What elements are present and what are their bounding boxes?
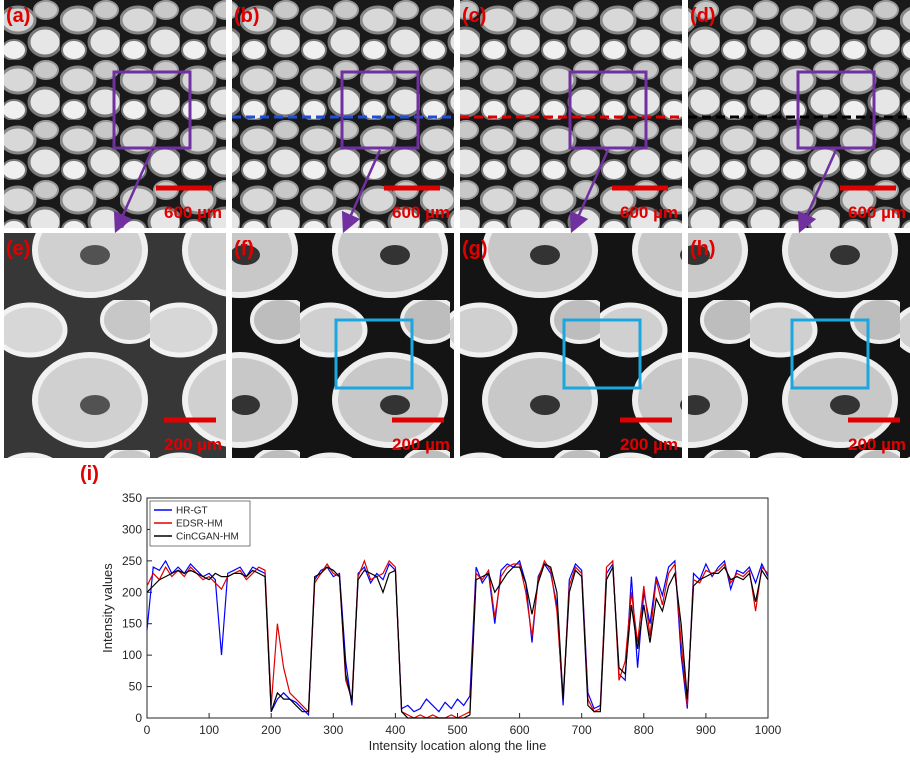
legend-label: EDSR-HM <box>176 519 223 530</box>
scale-label: 600 µm <box>392 203 450 222</box>
image <box>460 233 682 458</box>
roi-box <box>562 318 642 390</box>
scale-label: 200 µm <box>392 435 450 454</box>
y-tick-label: 50 <box>129 680 143 694</box>
arrow <box>113 149 154 234</box>
panel-label: (c) <box>462 5 486 27</box>
x-tick-label: 0 <box>144 723 151 737</box>
arrow <box>569 149 610 234</box>
series-line <box>146 563 769 719</box>
arrow <box>797 149 838 234</box>
y-tick-label: 150 <box>122 617 142 631</box>
y-axis-label: Intensity values <box>100 563 115 653</box>
series-line <box>146 559 769 717</box>
x-tick-label: 700 <box>572 723 592 737</box>
panel-label: (e) <box>6 238 30 260</box>
y-tick-label: 350 <box>122 491 142 505</box>
y-tick-label: 200 <box>122 585 142 599</box>
x-tick-label: 200 <box>261 723 281 737</box>
image <box>232 233 454 458</box>
roi-box <box>340 70 420 150</box>
x-tick-label: 1000 <box>755 723 782 737</box>
x-tick-label: 300 <box>323 723 343 737</box>
x-tick-label: 900 <box>696 723 716 737</box>
x-tick-label: 400 <box>385 723 405 737</box>
legend-label: CinCGAN-HM <box>176 532 239 543</box>
plot-area <box>146 497 769 719</box>
x-axis-label: Intensity location along the line <box>369 738 547 753</box>
chart: 0 50 100 150 200 250 300 350 0 100 200 300 400 500 600… <box>100 491 782 753</box>
scale-label: 200 µm <box>620 435 678 454</box>
roi-box <box>568 70 648 150</box>
panel-label: (f) <box>234 238 254 260</box>
y-tick-label: 300 <box>122 522 142 536</box>
image <box>4 233 226 458</box>
y-tick-label: 100 <box>122 648 142 662</box>
image-panels: (a) 600 µm (b) 600 µm (c) 600 µm (d) 600 µm (e) 2… <box>4 0 910 458</box>
roi-box <box>796 70 876 150</box>
x-tick-label: 800 <box>634 723 654 737</box>
panel-label: (g) <box>462 238 488 260</box>
y-tick-label: 0 <box>135 711 142 725</box>
arrow <box>341 149 382 234</box>
legend-label: HR-GT <box>176 506 208 517</box>
roi-box <box>334 318 414 390</box>
x-tick-label: 500 <box>447 723 467 737</box>
panel-label: (b) <box>234 5 260 27</box>
roi-box <box>112 70 192 150</box>
scale-label: 200 µm <box>848 435 906 454</box>
panel-label: (h) <box>690 238 716 260</box>
chart-label: (i) <box>80 463 99 485</box>
scale-label: 600 µm <box>620 203 678 222</box>
image <box>688 233 910 458</box>
x-tick-label: 100 <box>199 723 219 737</box>
panel-label: (d) <box>690 5 716 27</box>
x-tick-label: 600 <box>510 723 530 737</box>
roi-box <box>790 318 870 390</box>
panel-label: (a) <box>6 5 30 27</box>
scale-label: 600 µm <box>164 203 222 222</box>
scale-label: 600 µm <box>848 203 906 222</box>
y-tick-label: 250 <box>122 554 142 568</box>
scale-label: 200 µm <box>164 435 222 454</box>
